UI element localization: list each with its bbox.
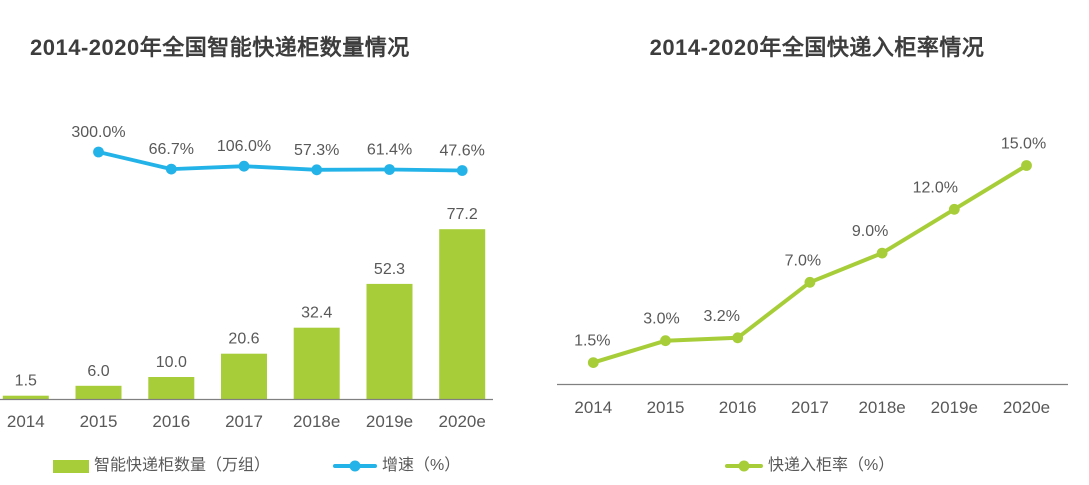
bar-2017 (221, 353, 267, 399)
entry-rate-point (587, 357, 599, 368)
entry-rate-label: 15.0% (1001, 136, 1046, 153)
growth-rate-point (165, 163, 177, 175)
bar-2020e (439, 229, 486, 399)
x-axis-label: 2014 (7, 412, 45, 431)
x-axis-label: 2020e (1003, 398, 1050, 417)
bar-2018e (293, 327, 340, 399)
entry-rate-point (804, 276, 816, 288)
bar-value-label: 1.5 (15, 373, 37, 390)
entry-rate-label: 3.0% (643, 311, 679, 328)
x-axis-label: 2020e (439, 412, 486, 431)
bar-2016 (148, 377, 195, 399)
x-axis-label: 2014 (574, 398, 612, 417)
x-axis-label: 2017 (225, 412, 263, 431)
growth-rate-label: 300.0% (71, 124, 125, 141)
bar-value-label: 52.3 (374, 261, 405, 278)
growth-rate-label: 47.6% (440, 143, 485, 160)
growth-rate-line (96, 150, 465, 173)
bar-2015 (75, 385, 122, 399)
entry-rate-point (876, 247, 888, 259)
line-series-marker-icon (725, 460, 763, 472)
entry-rate-point (1021, 160, 1032, 171)
entry-rate-label: 9.0% (852, 223, 888, 240)
cabinet-quantity-chart: 1.5 2014 6.0 2015 10.0 2016 20.6 2017 32.4 2018e 5… (0, 124, 493, 431)
cabinet-quantity-chart-panel: 2014-2020年全国智能快递柜数量情况 1.5 2014 6.0 2015 10.0… (0, 35, 545, 479)
bar-value-label: 6.0 (87, 363, 109, 380)
x-axis-label: 2015 (647, 398, 685, 417)
growth-rate-label: 106.0% (217, 138, 271, 155)
entry-rate-label: 7.0% (785, 252, 821, 269)
growth-rate-point (238, 160, 250, 172)
cabinet-quantity-legend: 智能快递柜数量（万组） 增速（%） (0, 457, 545, 479)
cabinet-entry-rate-chart-title: 2014-2020年全国快递入柜率情况 (649, 35, 985, 60)
x-axis-label: 2018e (293, 412, 340, 431)
bar-value-label: 10.0 (156, 354, 187, 371)
x-axis-label: 2017 (791, 398, 829, 417)
entry-rate-point (732, 332, 744, 344)
growth-rate-point (93, 146, 104, 158)
x-axis-label: 2019e (366, 412, 413, 431)
legend-item-entry-rate: 快递入柜率（%） (725, 457, 894, 475)
growth-rate-label: 66.7% (149, 141, 194, 158)
bar-series-swatch-icon (53, 459, 89, 473)
bar-value-label: 32.4 (301, 305, 332, 322)
cabinet-entry-rate-chart-panel: 2014-2020年全国快递入柜率情况 2014 2015 2016 2017 2018… (545, 0, 1089, 485)
entry-rate-label: 3.2% (703, 308, 739, 325)
entry-rate-label: 12.0% (913, 179, 958, 196)
x-axis-label: 2018e (858, 398, 905, 417)
line-dot-icon (738, 460, 750, 472)
entry-rate-point (660, 335, 671, 347)
growth-rate-point (384, 164, 395, 175)
x-axis-label: 2015 (80, 412, 118, 431)
bar-value-label: 77.2 (447, 206, 478, 223)
x-axis-label: 2016 (152, 412, 190, 431)
legend-label-entry-rate: 快递入柜率（%） (768, 457, 895, 474)
entry-rate-point (948, 203, 960, 215)
growth-rate-point (311, 164, 323, 176)
bar-2014 (2, 395, 49, 399)
line-series-marker-icon (333, 460, 377, 472)
legend-label-cabinet-quantity: 智能快递柜数量（万组） (94, 457, 271, 474)
legend-item-growth-rate: 增速（%） (333, 457, 460, 475)
legend-label-growth-rate: 增速（%） (382, 457, 461, 474)
x-axis-label: 2019e (931, 398, 978, 417)
growth-rate-point (456, 165, 468, 176)
entry-rate-label: 1.5% (574, 333, 610, 350)
growth-rate-label: 57.3% (294, 142, 339, 159)
legend-item-cabinet-quantity: 智能快递柜数量（万组） (53, 457, 270, 475)
bar-2019e (366, 283, 413, 399)
line-dot-icon (349, 460, 361, 472)
growth-rate-label: 61.4% (367, 142, 412, 159)
cabinet-entry-rate-legend: 快递入柜率（%） (545, 457, 1089, 479)
cabinet-entry-rate-chart: 2014 2015 2016 2017 2018e 2019e 2020e 1.5% 3.0% 3… (557, 136, 1068, 417)
cabinet-quantity-chart-title: 2014-2020年全国智能快递柜数量情况 (30, 35, 410, 60)
x-axis-label: 2016 (719, 398, 757, 417)
bar-value-label: 20.6 (228, 331, 259, 348)
